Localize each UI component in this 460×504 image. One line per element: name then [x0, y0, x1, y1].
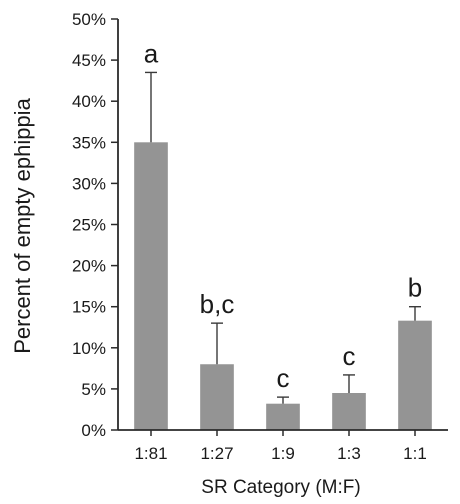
y-tick-label: 45% [72, 51, 106, 70]
bar [398, 320, 432, 430]
y-axis: 0% 5% 10% 15% 20% 25% 30% 35% 40% 45% 50% [72, 10, 118, 440]
bar [200, 364, 234, 430]
x-tick-label: 1:3 [337, 444, 361, 463]
x-tick-label: 1:1 [403, 444, 427, 463]
significance-label: a [144, 38, 159, 68]
x-tick-label: 1:9 [271, 444, 295, 463]
significance-label: b [408, 273, 422, 303]
error-bars [145, 71, 421, 404]
y-tick-label: 10% [72, 339, 106, 358]
y-tick-label: 30% [72, 174, 106, 193]
significance-labels: a b,c c c b [144, 38, 422, 393]
y-tick-label: 20% [72, 257, 106, 276]
y-tick-label: 40% [72, 92, 106, 111]
y-axis-title: Percent of empty ephippia [10, 97, 35, 353]
y-tick-label: 50% [72, 10, 106, 29]
x-axis-title: SR Category (M:F) [201, 477, 360, 498]
x-tick-label: 1:81 [134, 444, 167, 463]
significance-label: c [277, 363, 290, 393]
y-tick-label: 5% [81, 380, 106, 399]
significance-label: b,c [200, 289, 235, 319]
bars [134, 142, 432, 431]
significance-label: c [343, 341, 356, 371]
y-tick-label: 15% [72, 298, 106, 317]
bar [134, 142, 168, 431]
x-tick-label: 1:27 [200, 444, 233, 463]
bar [332, 393, 366, 430]
y-tick-label: 35% [72, 133, 106, 152]
bar [266, 403, 300, 430]
y-tick-label: 25% [72, 216, 106, 235]
x-axis: 1:81 1:27 1:9 1:3 1:1 [134, 430, 427, 463]
y-tick-label: 0% [81, 421, 106, 440]
